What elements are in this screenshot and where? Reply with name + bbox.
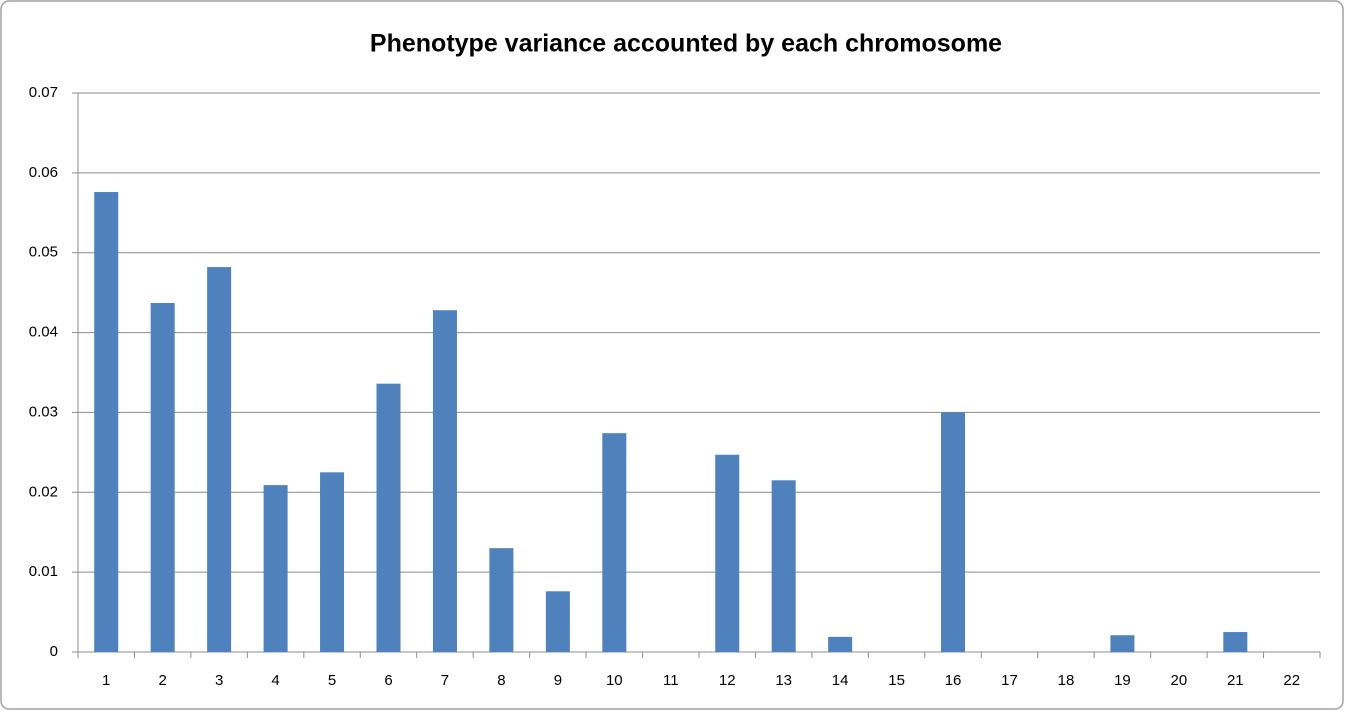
bar [207, 267, 232, 652]
y-tick-label: 0.03 [29, 403, 58, 420]
x-tick-label: 18 [1058, 672, 1075, 689]
x-tick-label: 2 [159, 672, 167, 689]
x-tick-label: 7 [441, 672, 449, 689]
bar [263, 485, 288, 652]
x-tick-label: 8 [497, 672, 505, 689]
y-tick-label: 0 [50, 643, 58, 660]
bar [715, 454, 740, 652]
x-tick-label: 4 [271, 672, 279, 689]
y-tick-label: 0.07 [29, 84, 58, 101]
x-tick-label: 21 [1227, 672, 1244, 689]
y-tick-label: 0.02 [29, 483, 58, 500]
bar [94, 192, 119, 652]
y-tick-label: 0.01 [29, 563, 58, 580]
x-tick-label: 14 [832, 672, 849, 689]
x-tick-label: 11 [663, 672, 679, 689]
bar [545, 591, 570, 652]
bar [320, 472, 345, 652]
x-tick-label: 13 [775, 672, 792, 689]
x-tick-label: 22 [1283, 672, 1300, 689]
x-tick-label: 10 [606, 672, 623, 689]
bar [432, 310, 457, 652]
bar [941, 412, 966, 652]
bar [771, 480, 796, 652]
x-tick-label: 19 [1114, 672, 1131, 689]
x-tick-label: 6 [384, 672, 392, 689]
y-tick-label: 0.04 [29, 324, 58, 341]
bar [1110, 635, 1135, 652]
bar [828, 636, 853, 652]
x-tick-label: 9 [554, 672, 562, 689]
x-tick-label: 17 [1001, 672, 1018, 689]
x-tick-label: 16 [945, 672, 962, 689]
x-tick-label: 1 [102, 672, 110, 689]
bar [150, 303, 175, 652]
y-tick-label: 0.06 [29, 164, 58, 181]
x-tick-label: 15 [888, 672, 905, 689]
x-tick-label: 20 [1171, 672, 1188, 689]
bar [376, 383, 401, 652]
x-tick-label: 12 [719, 672, 736, 689]
x-tick-label: 3 [215, 672, 223, 689]
chart-title: Phenotype variance accounted by each chr… [370, 30, 1002, 58]
x-tick-label: 5 [328, 672, 336, 689]
bar [489, 548, 514, 652]
bar [602, 433, 627, 652]
y-tick-label: 0.05 [29, 244, 58, 261]
bar [1223, 632, 1248, 652]
